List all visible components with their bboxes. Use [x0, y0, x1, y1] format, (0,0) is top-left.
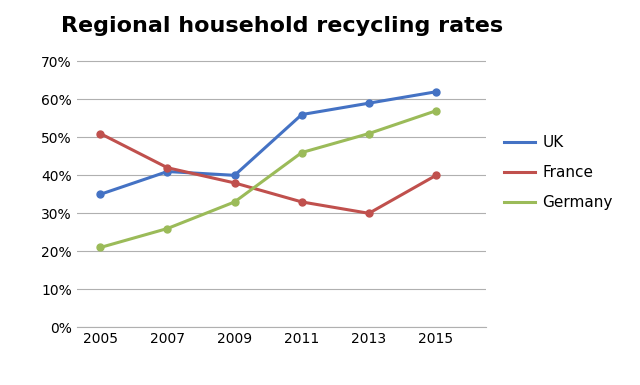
France: [298, 199, 305, 204]
Line: Germany: Germany: [97, 107, 440, 251]
France: [231, 181, 239, 185]
UK: [365, 101, 372, 105]
UK: [298, 112, 305, 117]
UK: [97, 192, 104, 197]
Title: Regional household recycling rates: Regional household recycling rates: [61, 16, 502, 36]
Germany: [164, 226, 172, 231]
Line: France: France: [97, 130, 440, 217]
France: [97, 131, 104, 136]
Germany: [97, 245, 104, 250]
France: [365, 211, 372, 216]
Germany: [231, 199, 239, 204]
UK: [432, 89, 440, 94]
UK: [231, 173, 239, 177]
UK: [164, 169, 172, 174]
Germany: [432, 109, 440, 113]
Legend: UK, France, Germany: UK, France, Germany: [498, 129, 619, 216]
France: [164, 166, 172, 170]
France: [432, 173, 440, 177]
Germany: [365, 131, 372, 136]
Germany: [298, 150, 305, 155]
Line: UK: UK: [97, 88, 440, 198]
